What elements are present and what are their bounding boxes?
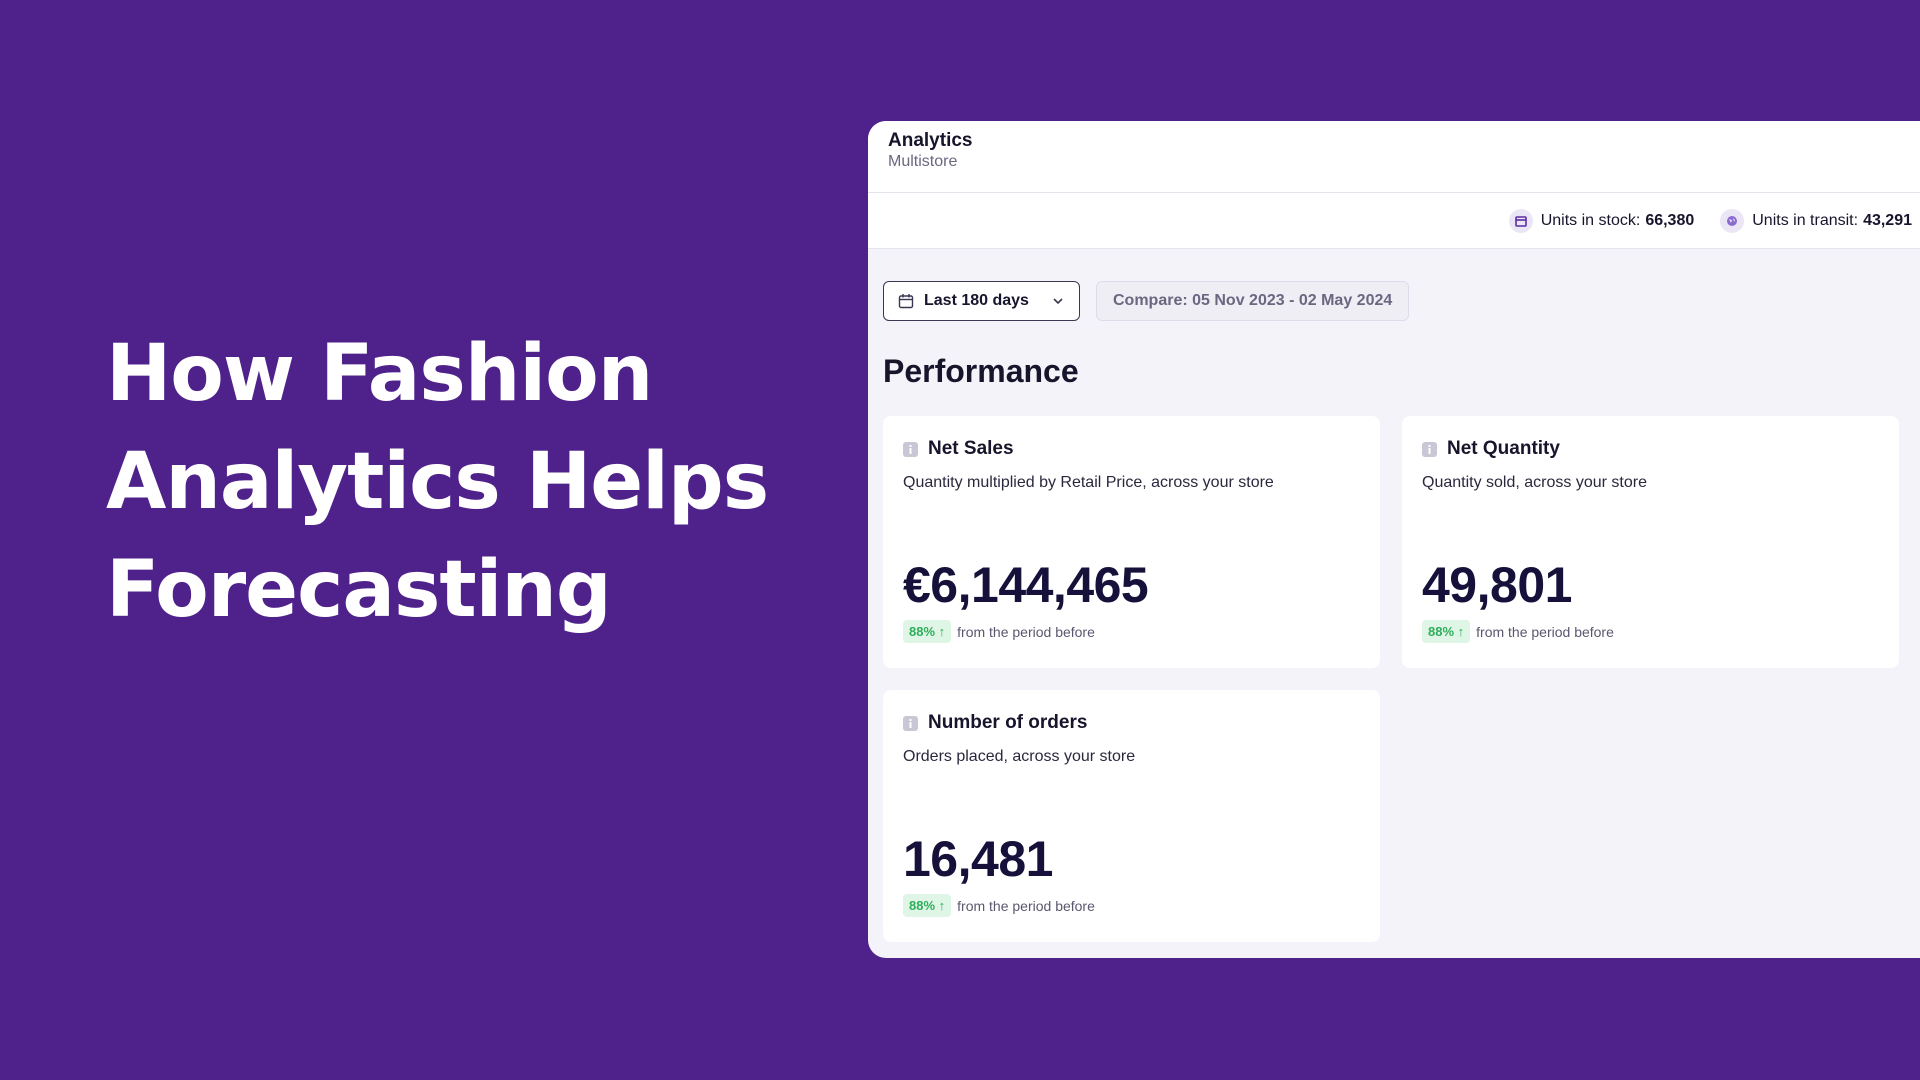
delta-badge: 88% ↑ <box>1422 620 1471 643</box>
app-title: Analytics <box>888 130 973 151</box>
globe-icon <box>1720 208 1745 233</box>
info-icon[interactable] <box>903 715 918 731</box>
units-in-transit-label: Units in transit: <box>1752 211 1859 229</box>
box-icon <box>1508 208 1533 233</box>
metric-card-net-quantity: Net Quantity Quantity sold, across your … <box>1402 416 1899 668</box>
card-title: Net Quantity <box>1447 438 1560 459</box>
delta-text: from the period before <box>957 897 1095 914</box>
card-value: €6,144,465 <box>903 557 1149 613</box>
units-in-stock: Units in stock: 66,380 <box>1508 208 1695 233</box>
headline-line-1: How Fashion <box>106 329 653 419</box>
card-description: Quantity multiplied by Retail Price, acr… <box>903 474 1274 491</box>
headline-line-2: Analytics Helps <box>106 437 769 527</box>
card-value: 16,481 <box>903 831 1053 887</box>
card-title: Net Sales <box>928 438 1014 459</box>
delta-text: from the period before <box>957 623 1095 640</box>
info-icon[interactable] <box>1422 441 1437 457</box>
units-in-transit-value: 43,291 <box>1863 211 1912 229</box>
delta-text: from the period before <box>1476 623 1614 640</box>
card-value: 49,801 <box>1422 557 1572 613</box>
metric-card-number-of-orders: Number of orders Orders placed, across y… <box>883 690 1380 942</box>
delta-badge: 88% ↑ <box>903 894 952 917</box>
calendar-icon <box>898 293 914 309</box>
units-in-stock-label: Units in stock: <box>1540 211 1641 229</box>
units-in-stock-value: 66,380 <box>1645 211 1695 229</box>
analytics-window: Analytics Multistore Units in stock: 66,… <box>868 121 1920 958</box>
delta-badge: 88% ↑ <box>903 620 952 643</box>
headline-line-3: Forecasting <box>106 545 612 635</box>
info-icon[interactable] <box>903 441 918 457</box>
hero-headline: How Fashion Analytics Helps Forecasting <box>106 320 806 644</box>
compare-period-button[interactable]: Compare: 05 Nov 2023 - 02 May 2024 <box>1096 281 1410 321</box>
date-range-select[interactable]: Last 180 days <box>883 281 1080 321</box>
metric-card-net-sales: Net Sales Quantity multiplied by Retail … <box>883 416 1380 668</box>
card-header: Net Sales <box>903 438 1360 460</box>
section-title: Performance <box>883 353 1079 389</box>
date-range-label: Last 180 days <box>924 292 1029 309</box>
filter-bar: Last 180 days Compare: 05 Nov 2023 - 02 … <box>883 281 1410 321</box>
card-delta: 88% ↑ from the period before <box>903 894 1095 917</box>
units-in-transit: Units in transit: 43,291 <box>1720 208 1912 233</box>
card-delta: 88% ↑ from the period before <box>903 620 1095 643</box>
app-header: Analytics Multistore <box>868 121 1920 193</box>
chevron-down-icon <box>1051 294 1065 308</box>
card-header: Net Quantity <box>1422 438 1879 460</box>
stock-summary-bar: Units in stock: 66,380 Units in transit:… <box>868 193 1920 249</box>
card-header: Number of orders <box>903 712 1360 734</box>
card-description: Orders placed, across your store <box>903 748 1136 765</box>
card-title: Number of orders <box>928 712 1088 733</box>
app-subtitle: Multistore <box>888 153 958 170</box>
card-delta: 88% ↑ from the period before <box>1422 620 1614 643</box>
card-description: Quantity sold, across your store <box>1422 474 1647 491</box>
